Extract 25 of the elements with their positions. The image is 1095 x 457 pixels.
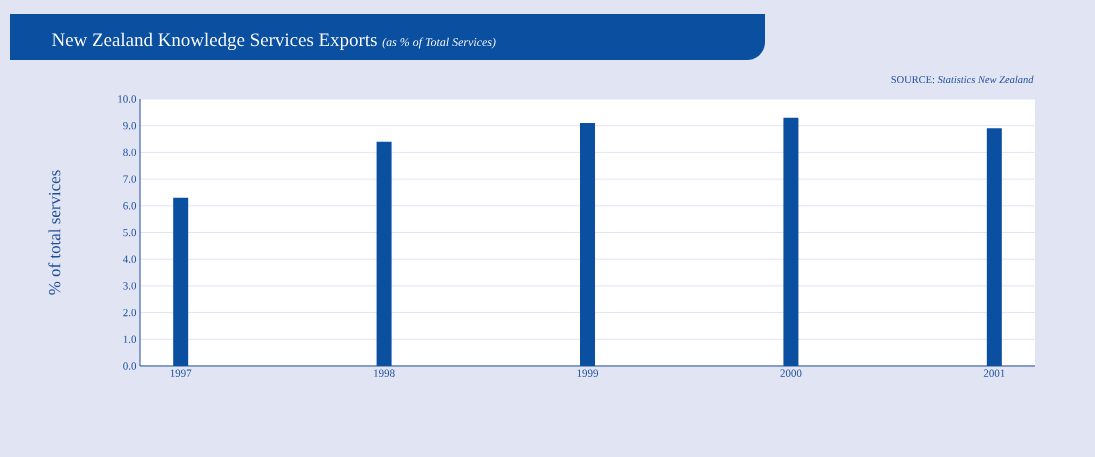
x-tick-label: 2001 <box>983 369 1005 377</box>
y-tick-label: 0.0 <box>123 362 137 370</box>
y-tick-label: 6.0 <box>123 202 137 210</box>
bar <box>376 141 392 366</box>
x-tick-label: 2000 <box>780 369 802 377</box>
bar <box>986 128 1002 366</box>
y-axis-title: % of total services <box>48 170 61 295</box>
source-note: SOURCE: Statistics New Zealand <box>891 75 1034 84</box>
x-tick-label: 1997 <box>170 369 192 377</box>
y-tick-label: 8.0 <box>123 148 137 157</box>
chart-subtitle: (as % of Total Services) <box>382 37 496 49</box>
y-tick-label: 1.0 <box>123 335 137 344</box>
y-tick-label: 7.0 <box>123 175 137 183</box>
bar <box>580 123 596 366</box>
y-tick-label: 2.0 <box>123 308 137 317</box>
chart-title: New Zealand Knowledge Services Exports <box>52 32 377 51</box>
x-tick-label: 1998 <box>374 369 395 377</box>
y-tick-label: 4.0 <box>123 255 137 263</box>
y-tick-label: 5.0 <box>123 228 137 237</box>
bar <box>173 197 189 366</box>
y-tick-label: 10.0 <box>118 95 137 103</box>
y-tick-label: 3.0 <box>123 282 137 290</box>
x-tick-label: 1999 <box>577 369 599 377</box>
bar <box>783 117 799 366</box>
y-tick-label: 9.0 <box>123 121 137 130</box>
